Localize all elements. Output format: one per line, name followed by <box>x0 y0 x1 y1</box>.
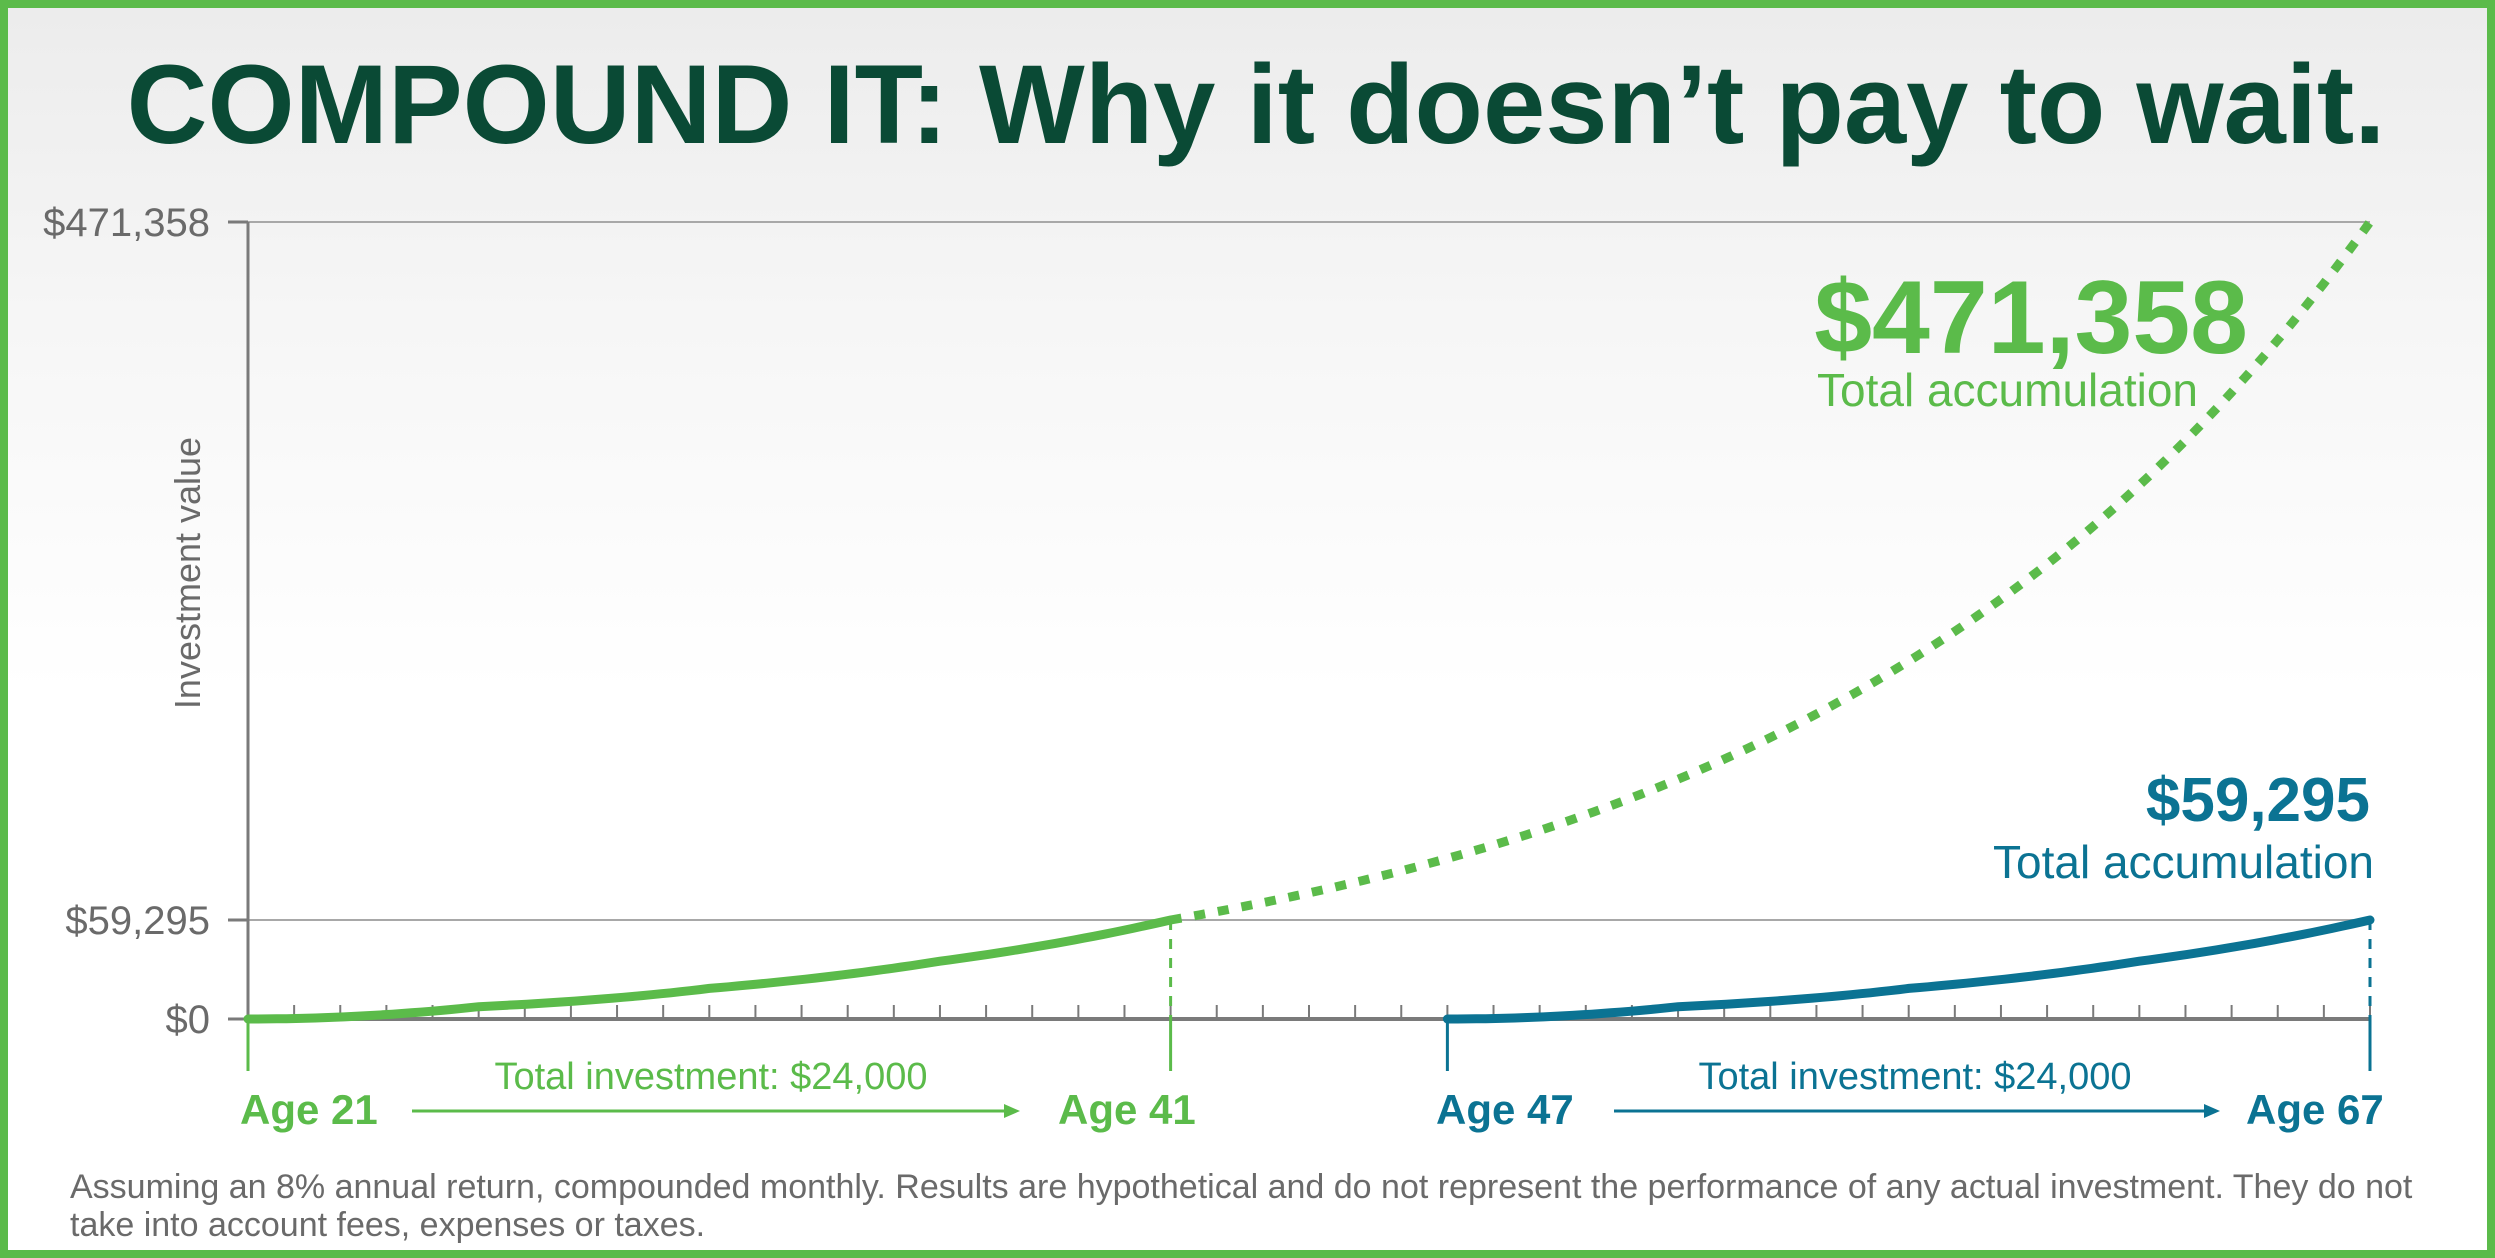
series-line-3 <box>1442 915 2375 1024</box>
y-tick-label-2: $471,358 <box>43 201 210 245</box>
chart-title: COMPOUND IT: Why it doesn’t pay to wait. <box>127 42 2386 167</box>
period-2-arrowhead <box>2204 1104 2220 1118</box>
y-axis-label: Investment value <box>167 437 208 709</box>
period-2-end-label: Age 67 <box>2246 1086 2384 1133</box>
grid-layer <box>248 221 2370 921</box>
period-1-end-label: Age 41 <box>1058 1086 1196 1133</box>
series-line-1 <box>243 915 1176 1024</box>
blue-total-value: $59,295 <box>2146 766 2370 835</box>
green-total-caption: Total accumulation <box>1817 364 2198 416</box>
period-2-start-label: Age 47 <box>1436 1086 1574 1133</box>
chart-svg: COMPOUND IT: Why it doesn’t pay to wait.… <box>43 42 2386 1133</box>
blue-total-caption: Total accumulation <box>1993 836 2374 888</box>
period-1-arrowhead <box>1004 1104 1020 1118</box>
series-line-2 <box>1169 219 2374 925</box>
label-layer: $0 $59,295 $471,358 <box>43 201 210 1042</box>
green-total-value: $471,358 <box>1814 260 2248 376</box>
y-tick-label-0: $0 <box>166 998 211 1042</box>
period-2-investment-note: Total investment: $24,000 <box>1698 1056 2131 1098</box>
period-1-start-label: Age 21 <box>240 1086 378 1133</box>
footnote: Assuming an 8% annual return, compounded… <box>70 1168 2413 1244</box>
y-tick-label-1: $59,295 <box>65 899 210 943</box>
series-layer <box>243 219 2375 1024</box>
axis-layer <box>228 220 2372 1071</box>
period-1-investment-note: Total investment: $24,000 <box>494 1056 927 1098</box>
